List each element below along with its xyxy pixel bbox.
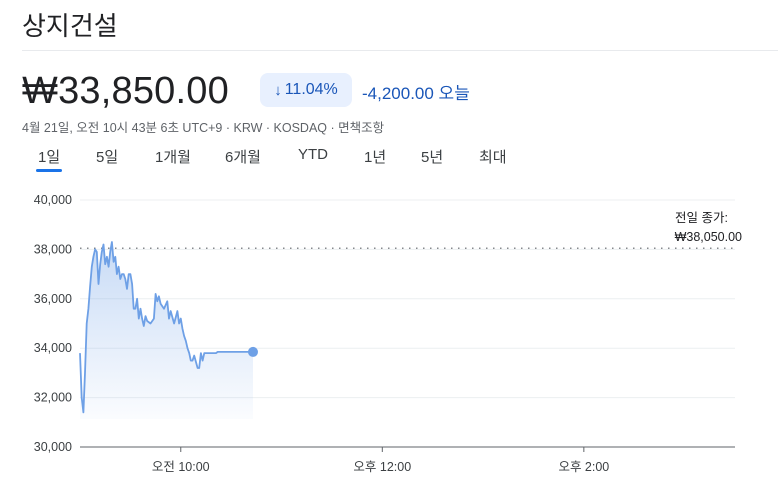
range-tabs: 1일 5일 1개월 6개월 YTD 1년 5년 최대 — [0, 146, 778, 172]
change-absolute: -4,200.00 오늘 — [362, 84, 470, 103]
current-price-dot — [247, 346, 258, 357]
y-tick-label: 30,000 — [34, 440, 72, 454]
x-tick-label: 오후 2:00 — [558, 460, 609, 474]
y-tick-label: 38,000 — [34, 242, 72, 256]
current-price: ₩33,850.00 — [22, 70, 229, 112]
y-tick-label: 32,000 — [34, 391, 72, 405]
previous-close-value: ₩38,050.00 — [675, 230, 742, 244]
x-tick-label: 오전 10:00 — [152, 460, 210, 474]
stock-title: 상지건설 — [22, 11, 118, 41]
y-tick-label: 36,000 — [34, 292, 72, 306]
active-tab-indicator — [36, 169, 62, 172]
tab-5d[interactable]: 5일 — [96, 149, 119, 166]
tab-6m[interactable]: 6개월 — [225, 149, 261, 166]
tab-1y[interactable]: 1년 — [364, 149, 387, 166]
price-line — [79, 241, 253, 414]
tab-1d[interactable]: 1일 — [38, 149, 61, 166]
y-tick-label: 40,000 — [34, 193, 72, 207]
tab-1m[interactable]: 1개월 — [155, 149, 191, 166]
price-area-fill — [80, 242, 253, 419]
change-percent-value: 11.04% — [284, 81, 338, 98]
tab-max[interactable]: 최대 — [479, 149, 507, 166]
y-tick-label: 34,000 — [34, 341, 72, 355]
tab-5y[interactable]: 5년 — [421, 149, 444, 166]
tab-ytd[interactable]: YTD — [298, 146, 328, 163]
down-arrow-icon: ↓ — [274, 81, 282, 99]
previous-close-label: 전일 종가: — [675, 211, 728, 225]
header-divider — [22, 50, 778, 51]
x-tick-label: 오후 12:00 — [353, 460, 411, 474]
quote-meta: 4월 21일, 오전 10시 43분 6초 UTC+9 · KRW · KOSD… — [22, 121, 385, 135]
change-percent-badge: ↓ 11.04% — [260, 73, 352, 107]
